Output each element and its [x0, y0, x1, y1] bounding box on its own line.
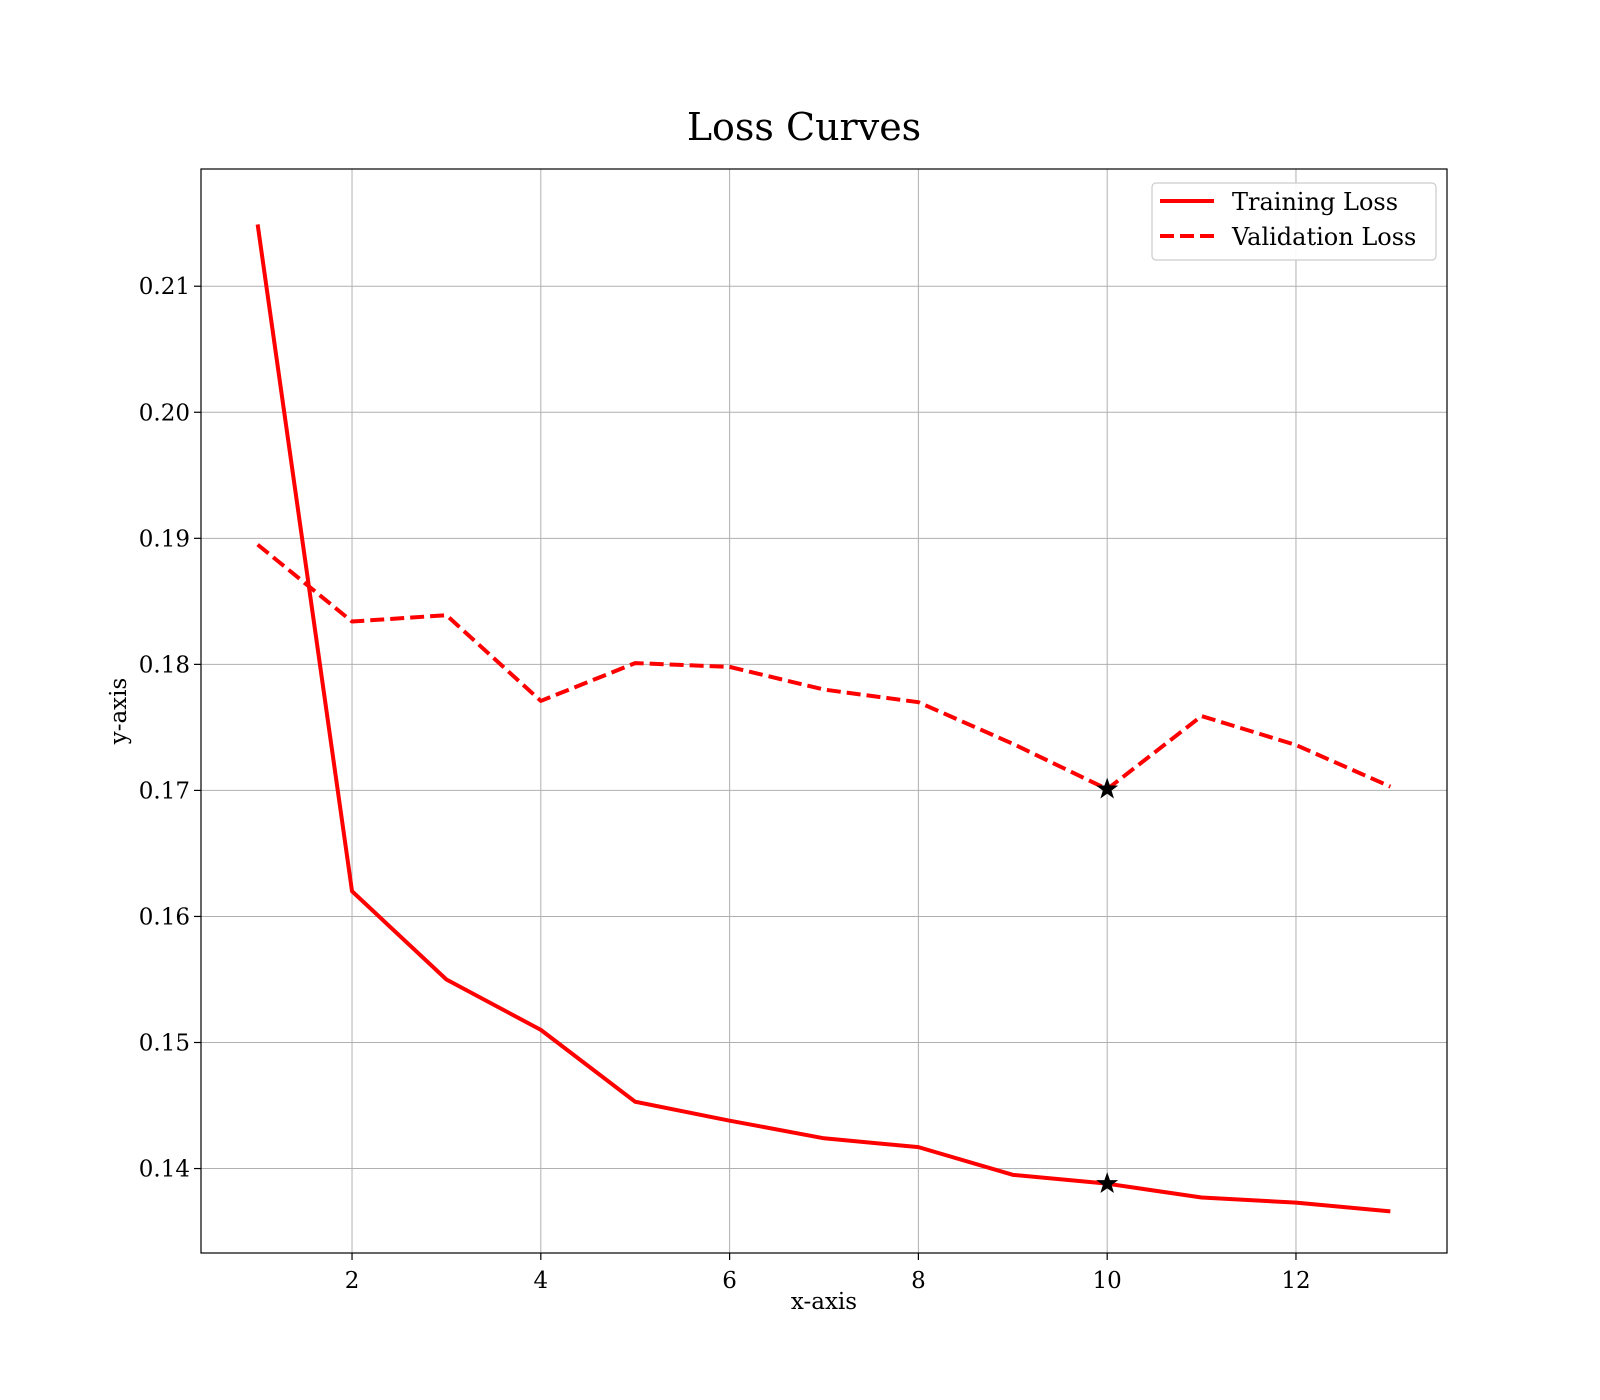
- y-tick-label: 0.20: [139, 400, 190, 426]
- plot-frame: [200, 168, 1448, 1254]
- legend-box: [1151, 182, 1437, 261]
- grid-lines: [201, 169, 1447, 1253]
- legend-label-validation-loss: Validation Loss: [1231, 223, 1416, 251]
- legend: Training Loss Validation Loss: [1151, 182, 1437, 261]
- x-tick-label: 2: [345, 1268, 360, 1294]
- x-tick-label: 6: [722, 1268, 737, 1294]
- chart-title: Loss Curves: [687, 105, 921, 149]
- x-axis-label: x-axis: [791, 1289, 857, 1315]
- y-axis-label: y-axis: [106, 678, 132, 746]
- plot-background: [201, 169, 1447, 1253]
- star-marker-validation-loss: [1096, 777, 1119, 799]
- plot-area: [200, 168, 1448, 1254]
- y-tick-label: 0.17: [139, 778, 190, 804]
- y-tick-label: 0.21: [139, 274, 190, 300]
- star-marker-training-loss: [1096, 1172, 1119, 1193]
- y-tick-label: 0.15: [139, 1031, 190, 1057]
- x-axis-ticks: 2 4 6 8 10 12: [345, 1253, 1311, 1294]
- y-tick-label: 0.19: [139, 526, 190, 552]
- series-line-training-loss: [255, 224, 1391, 1214]
- x-tick-label: 12: [1281, 1268, 1310, 1294]
- x-tick-label: 10: [1093, 1268, 1122, 1294]
- x-tick-label: 4: [533, 1268, 548, 1294]
- y-tick-label: 0.18: [139, 652, 190, 678]
- series-lines: [255, 224, 1392, 1214]
- legend-label-training-loss: Training Loss: [1232, 188, 1398, 216]
- best-epoch-markers: [1096, 777, 1119, 1193]
- x-tick-label: 8: [911, 1268, 926, 1294]
- y-axis-ticks: 0.14 0.15 0.16 0.17 0.18 0.19 0.20 0.21: [139, 274, 201, 1183]
- y-tick-label: 0.14: [139, 1157, 190, 1183]
- y-tick-label: 0.16: [139, 904, 190, 930]
